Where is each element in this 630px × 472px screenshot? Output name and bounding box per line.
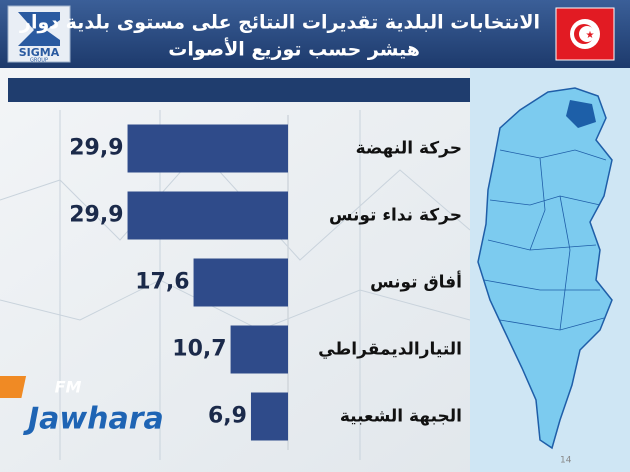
value-label: 29,9: [69, 203, 123, 228]
bar: [127, 124, 288, 173]
station-logo: Jawhara: [23, 402, 164, 437]
bar: [230, 325, 288, 374]
value-label: 10,7: [172, 337, 226, 362]
station-badge-text: FM: [55, 378, 82, 397]
category-label: أفاق تونس: [370, 271, 462, 293]
bar: [250, 392, 288, 441]
category-label: حركة النهضة: [356, 139, 462, 159]
map-borders: [483, 149, 607, 331]
flag-crescent-cut: [579, 26, 595, 42]
category-label: الجبهة الشعبية: [340, 407, 462, 427]
sigma-text: SIGMA: [19, 46, 60, 59]
bar: [127, 191, 288, 240]
station-badge: [0, 376, 27, 398]
map-highlight: [566, 100, 596, 128]
sigma-icon: [18, 12, 60, 46]
sub-band: [8, 78, 470, 102]
map-tunisia: [477, 87, 613, 450]
chart-title: الانتخابات البلدية تقديرات النتائج على م…: [19, 12, 540, 34]
bar: [193, 258, 288, 307]
header-bar: [0, 0, 630, 68]
category-label: التيارالديمقراطي: [318, 340, 462, 360]
page-number: 14: [560, 456, 572, 466]
sigma-sub: GROUP: [30, 58, 48, 64]
flag-star: ★: [586, 30, 595, 41]
value-label: 17,6: [135, 270, 189, 295]
value-label: 6,9: [208, 404, 247, 429]
value-label: 29,9: [69, 136, 123, 161]
category-label: حركة نداء تونس: [329, 206, 462, 226]
chart-subtitle: هيشر حسب توزيع الأصوات: [168, 38, 420, 61]
